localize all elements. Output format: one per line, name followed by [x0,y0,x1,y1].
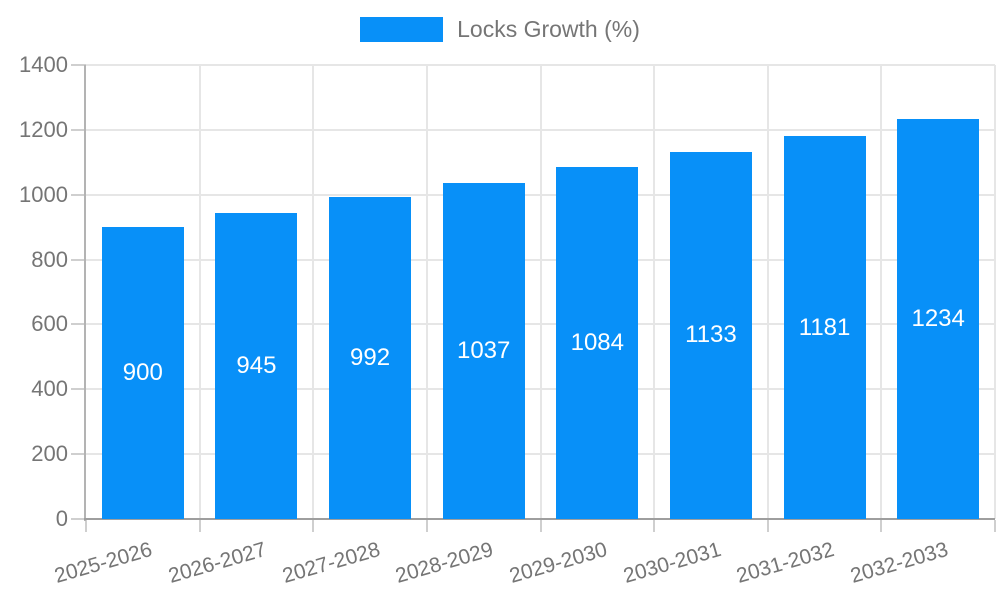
v-gridline [766,65,769,519]
y-tick-label: 200 [31,441,68,467]
v-gridline [994,65,996,519]
y-tick [71,453,86,456]
bar [556,167,639,519]
y-tick-label: 1000 [19,181,68,207]
x-tick-label: 2025-2026 [52,538,156,588]
x-tick-label: 2030-2031 [620,538,724,588]
bar [215,212,298,519]
v-gridline [312,65,315,519]
bar [101,227,184,519]
bar-value-label: 900 [122,359,163,387]
bar [669,151,752,519]
y-axis-line [84,65,86,521]
y-tick [71,258,86,261]
legend-swatch [360,17,444,42]
y-tick-label: 1200 [19,116,68,142]
bar-value-label: 992 [350,344,391,372]
v-gridline [539,65,542,519]
y-tick [71,388,86,391]
bar-value-label: 1133 [685,321,737,349]
v-gridline [425,65,428,519]
y-tick-label: 0 [55,506,68,531]
y-tick [71,128,86,131]
legend: Locks Growth (%) [0,16,1000,43]
y-tick-label: 600 [31,311,68,337]
x-tick [766,520,769,532]
v-gridline [198,65,201,519]
y-tick-label: 800 [31,246,68,272]
v-gridline [653,65,656,519]
bar-value-label: 1234 [911,304,965,332]
x-tick-label: 2026-2027 [165,538,269,588]
x-tick [198,520,201,532]
y-tick-label: 1400 [19,52,68,77]
x-tick [85,520,87,532]
legend-label: Locks Growth (%) [457,16,640,42]
v-gridline [880,65,883,519]
x-tick-label: 2031-2032 [734,538,837,588]
x-tick-label: 2029-2030 [506,538,610,588]
x-tick [539,520,542,532]
y-tick-label: 400 [31,376,68,402]
bar-value-label: 1084 [570,329,624,357]
y-tick [71,518,86,520]
y-tick [71,64,86,66]
x-tick [880,520,883,532]
y-tick [71,323,86,326]
h-gridline [86,64,995,66]
bar-value-label: 1037 [456,336,511,364]
x-tick-label: 2028-2029 [393,538,497,588]
x-tick [425,520,428,532]
bar-value-label: 1181 [798,313,851,341]
bar-value-label: 945 [236,351,277,379]
x-tick [312,520,315,532]
bar [329,197,412,519]
bar [897,118,980,519]
x-tick [653,520,656,532]
x-tick-label: 2027-2028 [279,538,383,588]
x-tick [994,520,996,532]
bar [442,182,525,519]
h-gridline [86,128,995,131]
y-tick [71,193,86,196]
bar [783,136,866,519]
x-tick-label: 2032-2033 [847,538,951,588]
